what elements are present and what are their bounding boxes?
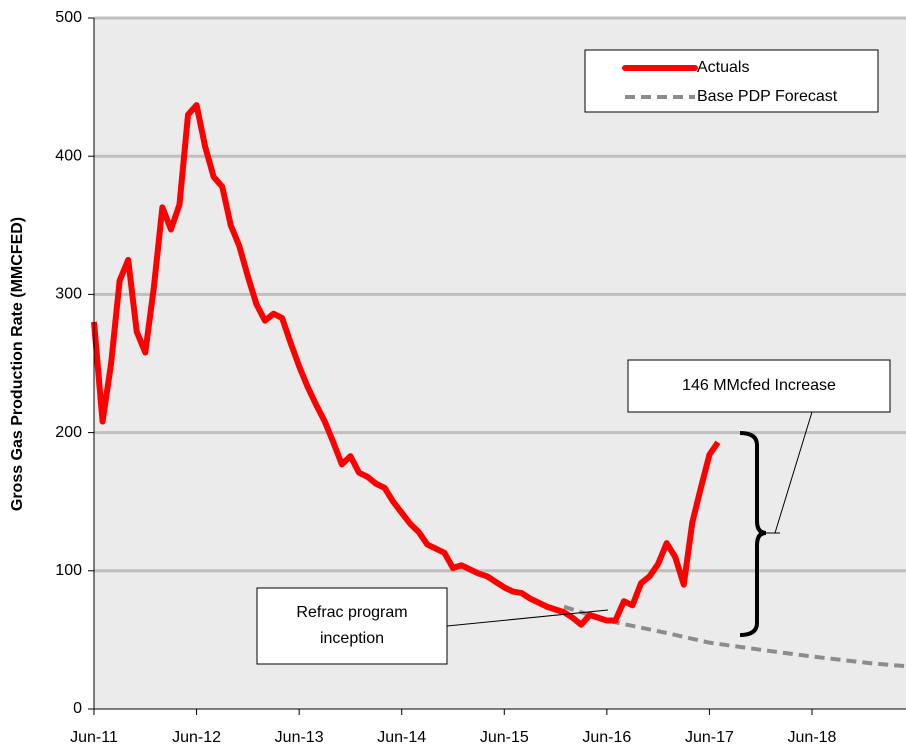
legend: Actuals Base PDP Forecast <box>584 49 879 113</box>
lines <box>91 102 906 669</box>
annotation-box <box>627 359 891 413</box>
x-tick-label: Jun-17 <box>685 729 734 746</box>
x-tick-label: Jun-14 <box>377 729 426 746</box>
series-line <box>91 102 721 628</box>
y-tick-label: 500 <box>55 9 82 26</box>
annotation-text: inception <box>320 630 384 647</box>
legend-box <box>584 49 879 113</box>
y-axis-label: Gross Gas Production Rate (MMCFED) <box>9 217 26 511</box>
annotation-text: Refrac program <box>296 604 407 621</box>
y-tick-label: 200 <box>55 424 82 441</box>
annotations: Refrac program inception 146 MMcfed Incr… <box>256 359 891 665</box>
x-tick-label: Jun-11 <box>70 729 118 746</box>
x-tick-label: Jun-15 <box>480 729 529 746</box>
annotation-box <box>256 587 448 665</box>
legend-label: Base PDP Forecast <box>697 88 838 105</box>
annotation-text: 146 MMcfed Increase <box>682 377 836 394</box>
y-tick-label: 300 <box>55 286 82 303</box>
legend-label: Actuals <box>697 59 749 76</box>
axes: 0 100 200 300 400 500 Jun-11 Jun-12 Jun-13 Jun-14… <box>55 9 906 746</box>
leader-line <box>774 411 813 534</box>
y-tick-label: 100 <box>55 562 82 579</box>
x-tick-label: Jun-18 <box>788 729 837 746</box>
leader-line <box>446 609 609 627</box>
grid <box>94 16 906 573</box>
y-tick-label: 400 <box>55 147 82 164</box>
x-tick-label: Jun-13 <box>275 729 324 746</box>
x-tick-label: Jun-12 <box>172 729 221 746</box>
y-tick-label: 0 <box>73 700 82 717</box>
brace <box>739 431 767 637</box>
x-tick-label: Jun-16 <box>582 729 631 746</box>
